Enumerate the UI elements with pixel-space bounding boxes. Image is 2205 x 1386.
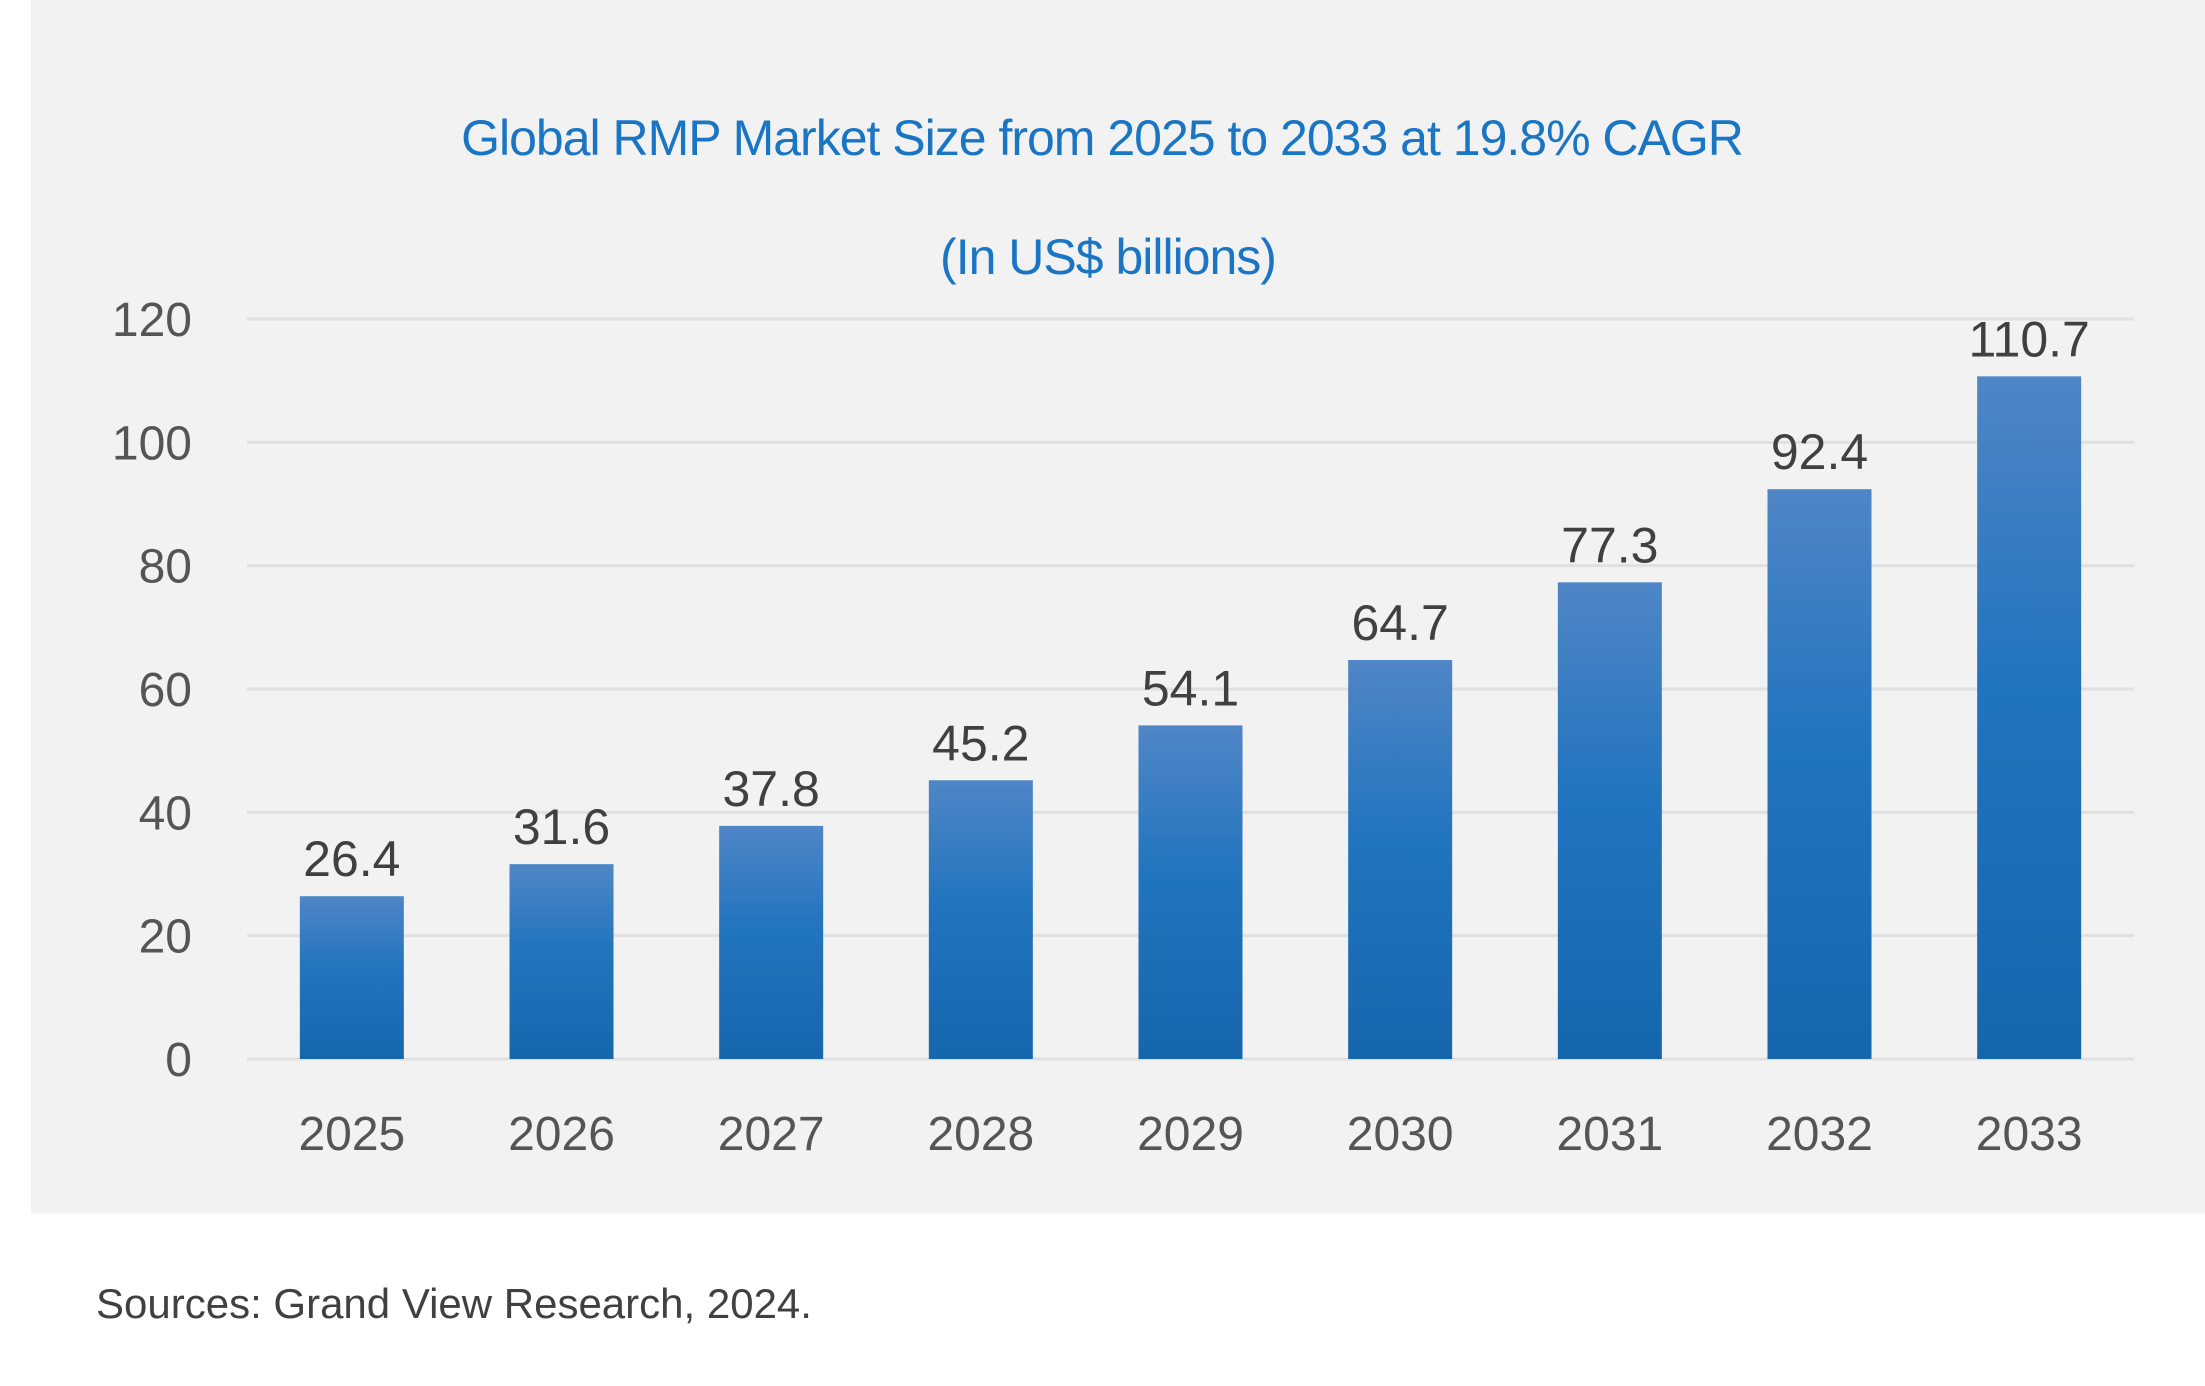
x-tick-label: 2029 xyxy=(1137,1108,1244,1161)
x-tick-label: 2026 xyxy=(508,1108,615,1161)
y-tick-label: 120 xyxy=(112,294,192,347)
y-tick-label: 100 xyxy=(112,417,192,470)
data-label: 37.8 xyxy=(723,761,820,817)
y-tick-label: 60 xyxy=(139,664,192,717)
data-label: 26.4 xyxy=(303,831,400,887)
bar-2026 xyxy=(509,864,614,1059)
chart-title: Global RMP Market Size from 2025 to 2033… xyxy=(461,110,1743,166)
y-tick-label: 40 xyxy=(139,787,192,840)
x-tick-label: 2033 xyxy=(1976,1108,2083,1161)
data-label: 31.6 xyxy=(513,799,610,855)
data-label: 92.4 xyxy=(1771,424,1868,480)
bar-2032 xyxy=(1767,489,1872,1059)
bar-2025 xyxy=(299,896,404,1059)
bar-2027 xyxy=(719,825,824,1059)
x-tick-label: 2031 xyxy=(1556,1108,1663,1161)
y-tick-label: 80 xyxy=(139,541,192,594)
bar-2031 xyxy=(1557,582,1662,1059)
data-label: 110.7 xyxy=(1968,311,2089,367)
bar-2033 xyxy=(1977,376,2082,1060)
x-tick-label: 2030 xyxy=(1347,1108,1454,1161)
source-note: Sources: Grand View Research, 2024. xyxy=(96,1280,812,1327)
data-label: 54.1 xyxy=(1142,660,1239,716)
x-tick-label: 2028 xyxy=(927,1108,1034,1161)
y-tick-label: 0 xyxy=(165,1034,192,1087)
y-tick-label: 20 xyxy=(139,911,192,964)
bar-2030 xyxy=(1348,660,1453,1059)
bar-2028 xyxy=(928,780,1033,1059)
x-tick-label: 2032 xyxy=(1766,1108,1873,1161)
x-tick-label: 2025 xyxy=(298,1108,405,1161)
data-label: 64.7 xyxy=(1352,595,1449,651)
bar-2029 xyxy=(1138,725,1243,1059)
data-label: 77.3 xyxy=(1561,517,1658,573)
x-tick-label: 2027 xyxy=(718,1108,825,1161)
data-label: 45.2 xyxy=(932,715,1029,771)
chart-subtitle: (In US$ billions) xyxy=(940,229,1276,285)
